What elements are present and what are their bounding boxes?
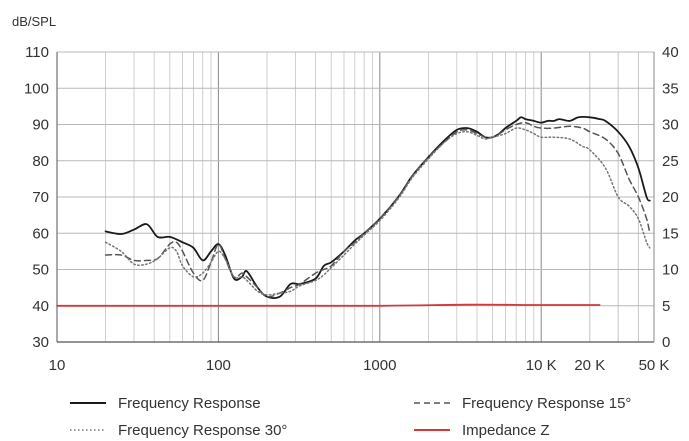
y-tick-label-left: 60 (32, 225, 49, 242)
legend-label: Frequency Response (118, 394, 261, 412)
y-tick-label-left: 100 (24, 80, 49, 97)
series-layer (56, 115, 651, 307)
y-tick-label-left: 80 (32, 153, 49, 170)
legend-item-frequency-response-15: Frequency Response 15° (414, 392, 631, 414)
y-tick-label-right: 30 (662, 117, 679, 134)
y-tick-label-right: 35 (662, 80, 679, 97)
x-tick-label: 1000 (363, 357, 396, 374)
chart-legend: Frequency Response Frequency Response 15… (0, 386, 689, 439)
y-tick-label-right: 10 (662, 262, 679, 279)
legend-label: Impedance Z (462, 421, 550, 439)
y-tick-label-right: 20 (662, 189, 679, 206)
x-tick-label: 20 K (574, 357, 605, 374)
y-tick-label-left: 40 (32, 298, 49, 315)
y-tick-label-left: 50 (32, 262, 49, 279)
y-axis-label-left: dB/SPL (12, 14, 56, 29)
legend-item-impedance-z: Impedance Z (414, 419, 550, 441)
legend-item-frequency-response-30: Frequency Response 30° (70, 419, 287, 441)
series-impedance-z (56, 303, 601, 307)
y-tick-label-left: 70 (32, 189, 49, 206)
legend-swatch-dashed (414, 402, 450, 404)
tick-labels: 30 40 50 60 70 80 90 100 110 0 5 10 15 20 25 30 35 40 10 10… (24, 44, 679, 374)
legend-label: Frequency Response 30° (118, 421, 288, 439)
x-tick-label: 10 K (526, 357, 557, 374)
series-frequency-response-15 (104, 121, 651, 298)
y-tick-label-right: 5 (662, 298, 670, 315)
chart-grid (56, 51, 655, 343)
legend-swatch-red (414, 429, 450, 431)
series-frequency-response-30 (104, 127, 651, 296)
y-tick-label-left: 90 (32, 117, 49, 134)
x-tick-label: 10 (49, 357, 66, 374)
frequency-response-chart: 30 40 50 60 70 80 90 100 110 0 5 10 15 20 25 30 35 40 10 10… (12, 14, 679, 374)
legend-swatch-dotted (70, 429, 106, 431)
legend-swatch-solid (70, 402, 106, 404)
x-tick-label: 50 K (639, 357, 670, 374)
y-tick-label-right: 0 (662, 334, 670, 351)
legend-label: Frequency Response 15° (462, 394, 632, 412)
y-tick-label-right: 40 (662, 44, 679, 61)
y-tick-label-right: 25 (662, 153, 679, 170)
y-tick-label-right: 15 (662, 225, 679, 242)
x-tick-label: 100 (206, 357, 231, 374)
legend-item-frequency-response: Frequency Response (70, 392, 261, 414)
y-tick-label-left: 30 (32, 334, 49, 351)
y-tick-label-left: 110 (25, 44, 49, 61)
